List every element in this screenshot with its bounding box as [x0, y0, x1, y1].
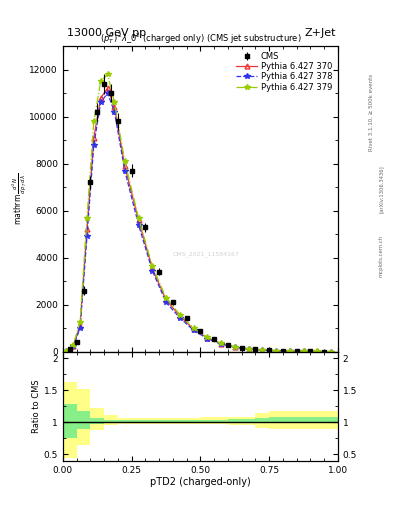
Pythia 6.427 379 [64, 348, 69, 354]
Pythia 6.427 370 [288, 348, 292, 354]
Pythia 6.427 370 [315, 349, 320, 355]
Text: Z+Jet: Z+Jet [305, 28, 336, 38]
Pythia 6.427 378 [260, 347, 265, 353]
Text: CMS_2021_11584167: CMS_2021_11584167 [173, 251, 239, 257]
Title: $(p_T^D)^2\lambda\_0^2$ (charged only) (CMS jet substructure): $(p_T^D)^2\lambda\_0^2$ (charged only) (… [99, 31, 301, 46]
Pythia 6.427 379 [178, 311, 182, 317]
Pythia 6.427 378 [178, 315, 182, 321]
Pythia 6.427 370 [98, 95, 103, 101]
Pythia 6.427 370 [329, 349, 334, 355]
Pythia 6.427 370 [84, 226, 89, 232]
Pythia 6.427 370 [64, 348, 69, 354]
Pythia 6.427 378 [123, 167, 127, 174]
Legend: CMS, Pythia 6.427 370, Pythia 6.427 378, Pythia 6.427 379: CMS, Pythia 6.427 370, Pythia 6.427 378,… [235, 50, 334, 93]
Pythia 6.427 379 [123, 158, 127, 164]
Pythia 6.427 378 [288, 348, 292, 354]
Pythia 6.427 378 [329, 349, 334, 355]
Pythia 6.427 370 [191, 326, 196, 332]
Pythia 6.427 378 [219, 341, 223, 347]
Pythia 6.427 379 [164, 295, 169, 301]
Pythia 6.427 378 [301, 348, 306, 354]
Pythia 6.427 379 [84, 215, 89, 221]
Pythia 6.427 378 [274, 348, 279, 354]
Pythia 6.427 370 [246, 346, 251, 352]
Pythia 6.427 370 [112, 104, 117, 110]
Y-axis label: $\mathrm{mathrm}\,\frac{d^2N}{d\,p_T\,d\,\lambda}$: $\mathrm{mathrm}\,\frac{d^2N}{d\,p_T\,d\… [10, 173, 28, 225]
Pythia 6.427 378 [136, 222, 141, 228]
Pythia 6.427 370 [150, 265, 155, 271]
Pythia 6.427 379 [105, 71, 110, 77]
Pythia 6.427 379 [205, 334, 210, 340]
Pythia 6.427 379 [329, 349, 334, 355]
Pythia 6.427 379 [98, 78, 103, 84]
Pythia 6.427 379 [246, 346, 251, 352]
Pythia 6.427 378 [112, 109, 117, 115]
Text: Rivet 3.1.10, ≥ 500k events: Rivet 3.1.10, ≥ 500k events [369, 74, 374, 151]
Y-axis label: Ratio to CMS: Ratio to CMS [32, 379, 41, 433]
Pythia 6.427 379 [219, 340, 223, 347]
Pythia 6.427 378 [64, 348, 69, 354]
Pythia 6.427 378 [164, 299, 169, 305]
Pythia 6.427 378 [246, 346, 251, 352]
Pythia 6.427 378 [205, 335, 210, 342]
Text: mcplots.cern.ch: mcplots.cern.ch [379, 235, 384, 277]
Pythia 6.427 370 [71, 343, 75, 349]
Pythia 6.427 370 [219, 340, 223, 347]
Pythia 6.427 370 [205, 335, 210, 341]
Pythia 6.427 379 [233, 344, 237, 350]
Pythia 6.427 370 [78, 323, 83, 329]
Pythia 6.427 379 [274, 348, 279, 354]
Pythia 6.427 370 [233, 344, 237, 350]
Pythia 6.427 379 [71, 342, 75, 348]
Pythia 6.427 378 [98, 99, 103, 105]
Pythia 6.427 370 [105, 86, 110, 92]
Line: Pythia 6.427 370: Pythia 6.427 370 [64, 86, 334, 354]
Line: Pythia 6.427 379: Pythia 6.427 379 [64, 72, 334, 354]
Pythia 6.427 379 [150, 263, 155, 269]
Pythia 6.427 379 [92, 118, 96, 124]
Pythia 6.427 379 [260, 347, 265, 353]
Pythia 6.427 370 [136, 217, 141, 223]
Pythia 6.427 370 [178, 313, 182, 319]
Pythia 6.427 378 [84, 233, 89, 240]
Pythia 6.427 379 [112, 99, 117, 105]
Pythia 6.427 370 [260, 347, 265, 353]
Pythia 6.427 379 [136, 215, 141, 221]
Pythia 6.427 379 [315, 348, 320, 354]
Pythia 6.427 378 [71, 344, 75, 350]
Pythia 6.427 378 [105, 90, 110, 96]
Text: 13000 GeV pp: 13000 GeV pp [67, 28, 146, 38]
Pythia 6.427 378 [315, 349, 320, 355]
Pythia 6.427 378 [92, 142, 96, 148]
Pythia 6.427 378 [150, 267, 155, 273]
Pythia 6.427 378 [191, 327, 196, 333]
Pythia 6.427 379 [288, 348, 292, 354]
Pythia 6.427 378 [233, 344, 237, 350]
Pythia 6.427 370 [164, 297, 169, 303]
Pythia 6.427 370 [301, 348, 306, 354]
Line: Pythia 6.427 378: Pythia 6.427 378 [64, 90, 334, 354]
Pythia 6.427 379 [301, 348, 306, 354]
Pythia 6.427 378 [78, 325, 83, 331]
Pythia 6.427 379 [191, 325, 196, 331]
Text: [arXiv:1306.3436]: [arXiv:1306.3436] [379, 165, 384, 214]
Pythia 6.427 370 [123, 163, 127, 169]
Pythia 6.427 370 [92, 135, 96, 141]
Pythia 6.427 379 [78, 318, 83, 325]
Pythia 6.427 370 [274, 348, 279, 354]
X-axis label: pTD2 (charged-only): pTD2 (charged-only) [150, 477, 251, 487]
